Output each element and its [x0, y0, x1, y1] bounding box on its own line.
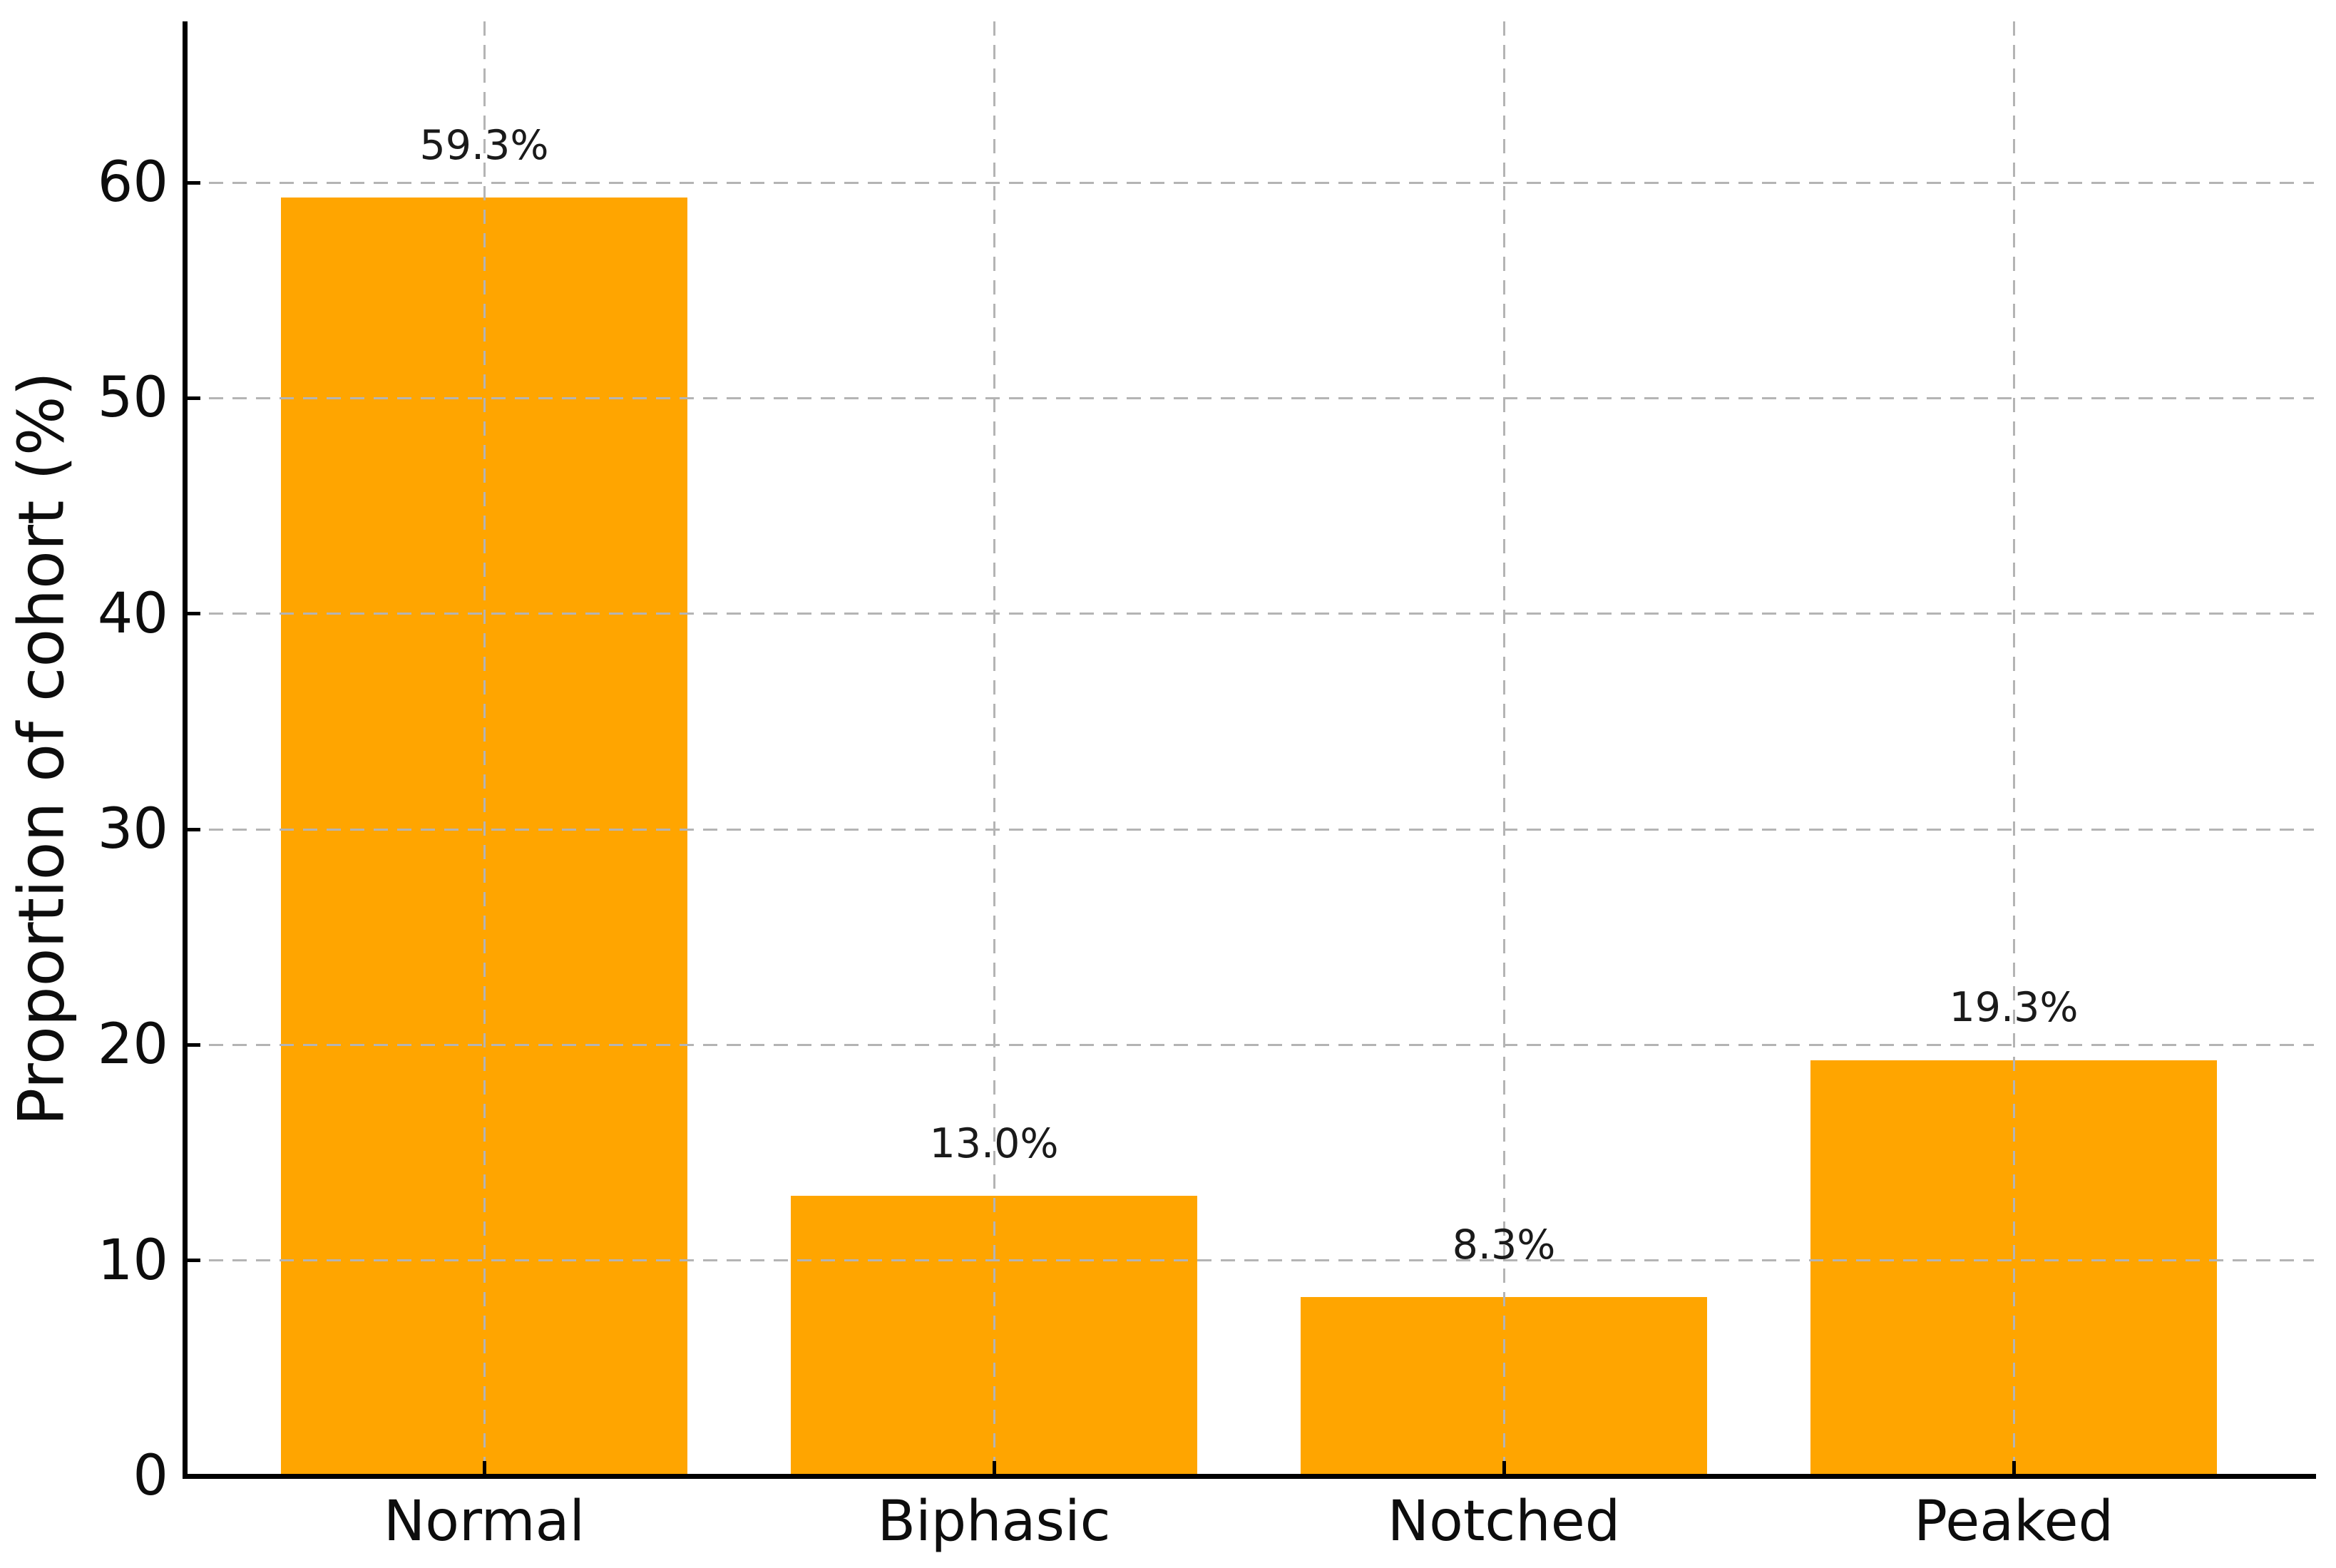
y-tick-10 — [185, 1259, 200, 1263]
x-label-normal: Normal — [383, 1490, 585, 1554]
h-gridline-30 — [185, 828, 2314, 831]
h-gridline-40 — [185, 613, 2314, 615]
h-gridline-50 — [185, 396, 2314, 399]
h-gridline-20 — [185, 1043, 2314, 1046]
y-tick-label-60: 60 — [97, 150, 168, 215]
v-gridline-peaked — [2012, 21, 2015, 1476]
y-tick-50 — [185, 396, 200, 400]
y-tick-label-10: 10 — [97, 1228, 168, 1293]
y-tick-label-0: 0 — [133, 1444, 168, 1508]
y-tick-60 — [185, 180, 200, 185]
v-gridline-biphasic — [993, 21, 995, 1476]
x-tick-peaked — [2012, 1461, 2016, 1476]
v-gridline-notched — [1502, 21, 1505, 1476]
y-tick-label-20: 20 — [97, 1013, 168, 1077]
y-tick-label-50: 50 — [97, 366, 168, 431]
x-tick-biphasic — [992, 1461, 996, 1476]
x-axis-spine — [183, 1474, 2316, 1479]
y-tick-30 — [185, 827, 200, 831]
y-tick-40 — [185, 612, 200, 616]
x-label-biphasic: Biphasic — [877, 1490, 1111, 1554]
y-axis-spine — [183, 21, 188, 1479]
h-gridline-60 — [185, 181, 2314, 184]
value-label-peaked: 19.3% — [1949, 984, 2079, 1032]
y-tick-label-30: 30 — [97, 797, 168, 861]
x-label-notched: Notched — [1387, 1490, 1621, 1554]
y-tick-20 — [185, 1042, 200, 1047]
plot-area: 59.3% 13.0% 8.3% 19.3% — [185, 21, 2314, 1478]
x-tick-normal — [482, 1461, 486, 1476]
v-gridline-normal — [483, 21, 486, 1476]
x-label-peaked: Peaked — [1914, 1490, 2114, 1554]
x-tick-notched — [1502, 1461, 1506, 1476]
h-gridline-10 — [185, 1259, 2314, 1262]
y-tick-label-40: 40 — [97, 581, 168, 646]
value-label-biphasic: 13.0% — [929, 1119, 1059, 1167]
value-label-notched: 8.3% — [1452, 1221, 1556, 1269]
value-label-normal: 59.3% — [419, 122, 549, 170]
